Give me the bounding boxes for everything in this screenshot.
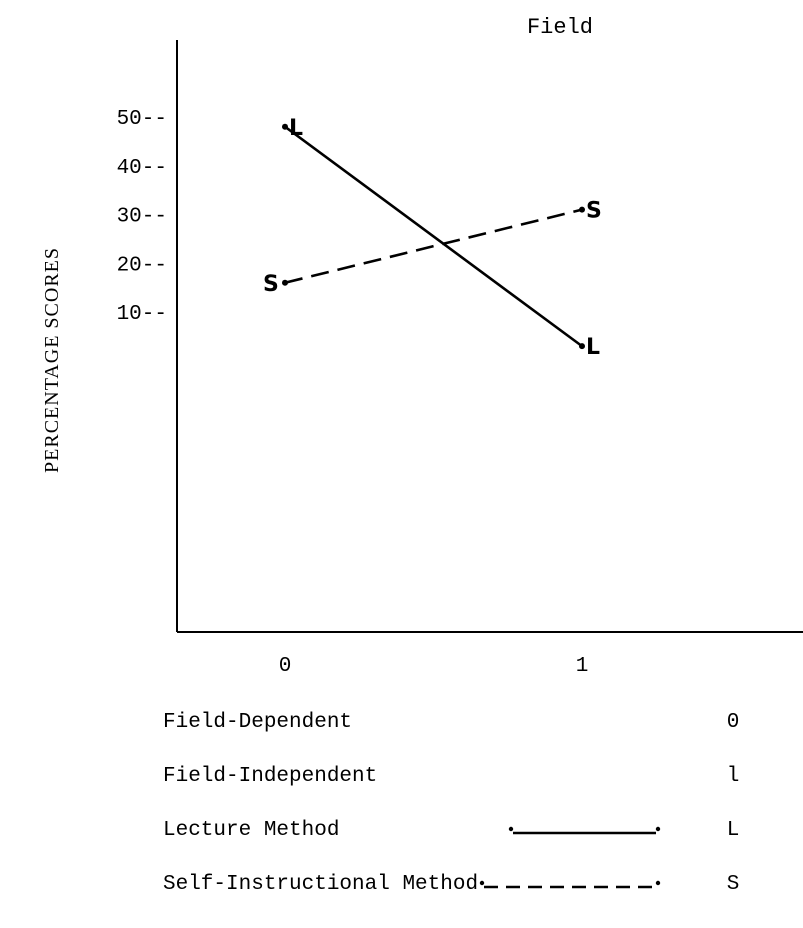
legend-code: l	[727, 765, 740, 788]
legend-sample-dot	[655, 826, 661, 832]
y-tick-label: 30--	[117, 206, 167, 229]
point-label-s: S	[586, 199, 602, 224]
legend-label: Self-Instructional Method	[163, 873, 478, 896]
legend-sample-dot	[479, 880, 485, 886]
legend-sample-dot	[508, 826, 514, 832]
point-label-s: S	[263, 272, 279, 297]
legend-label: Field-Dependent	[163, 711, 352, 734]
x-tick-label: 1	[576, 655, 589, 678]
point-label-l: L	[586, 335, 600, 360]
legend-label: Lecture Method	[163, 819, 339, 842]
data-point-s	[282, 279, 288, 286]
series-line-s	[284, 208, 583, 285]
y-tick-label: 10--	[117, 303, 167, 326]
chart-title: Field	[527, 15, 593, 40]
series-line-l	[284, 125, 583, 348]
y-tick-label: 50--	[117, 108, 167, 131]
x-tick-label: 0	[279, 655, 292, 678]
legend-code: S	[727, 873, 740, 896]
data-point-l	[282, 123, 288, 130]
data-point-s	[579, 206, 585, 213]
y-tick-label: 20--	[117, 254, 167, 277]
y-axis-label: PERCENTAGE SCORES	[41, 247, 63, 473]
y-tick-label: 40--	[117, 157, 167, 180]
point-label-l: L	[289, 116, 303, 141]
legend-sample-dot	[655, 880, 661, 886]
legend-label: Field-Independent	[163, 765, 377, 788]
legend-code: L	[727, 819, 740, 842]
data-point-l	[579, 343, 585, 350]
legend-code: 0	[727, 711, 740, 734]
